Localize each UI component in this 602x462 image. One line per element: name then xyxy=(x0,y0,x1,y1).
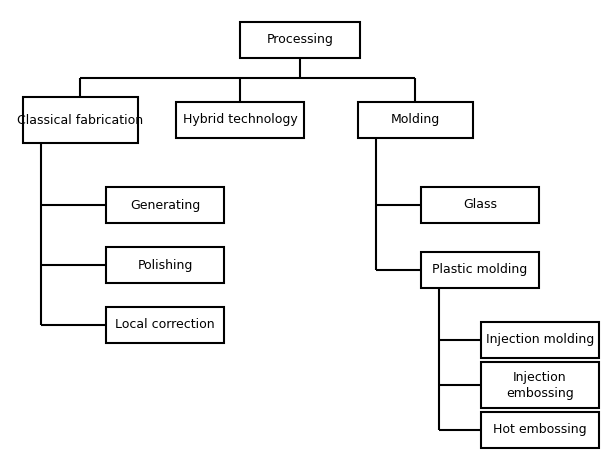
FancyBboxPatch shape xyxy=(106,187,224,223)
Text: Local correction: Local correction xyxy=(115,318,215,332)
Text: Polishing: Polishing xyxy=(137,259,193,272)
FancyBboxPatch shape xyxy=(421,187,539,223)
FancyBboxPatch shape xyxy=(106,307,224,343)
FancyBboxPatch shape xyxy=(481,322,599,358)
Text: Plastic molding: Plastic molding xyxy=(432,263,527,276)
Text: Molding: Molding xyxy=(390,114,439,127)
FancyBboxPatch shape xyxy=(481,412,599,448)
Text: Hot embossing: Hot embossing xyxy=(493,424,587,437)
FancyBboxPatch shape xyxy=(481,362,599,408)
FancyBboxPatch shape xyxy=(421,252,539,288)
FancyBboxPatch shape xyxy=(176,102,304,138)
Text: Generating: Generating xyxy=(130,199,200,212)
FancyBboxPatch shape xyxy=(106,247,224,283)
Text: Hybrid technology: Hybrid technology xyxy=(182,114,297,127)
Text: Classical fabrication: Classical fabrication xyxy=(17,114,143,127)
Text: Processing: Processing xyxy=(267,34,334,47)
FancyBboxPatch shape xyxy=(358,102,473,138)
Text: Injection
embossing: Injection embossing xyxy=(506,371,574,400)
FancyBboxPatch shape xyxy=(240,22,360,58)
Text: Injection molding: Injection molding xyxy=(486,334,594,346)
Text: Glass: Glass xyxy=(463,199,497,212)
FancyBboxPatch shape xyxy=(22,97,137,143)
